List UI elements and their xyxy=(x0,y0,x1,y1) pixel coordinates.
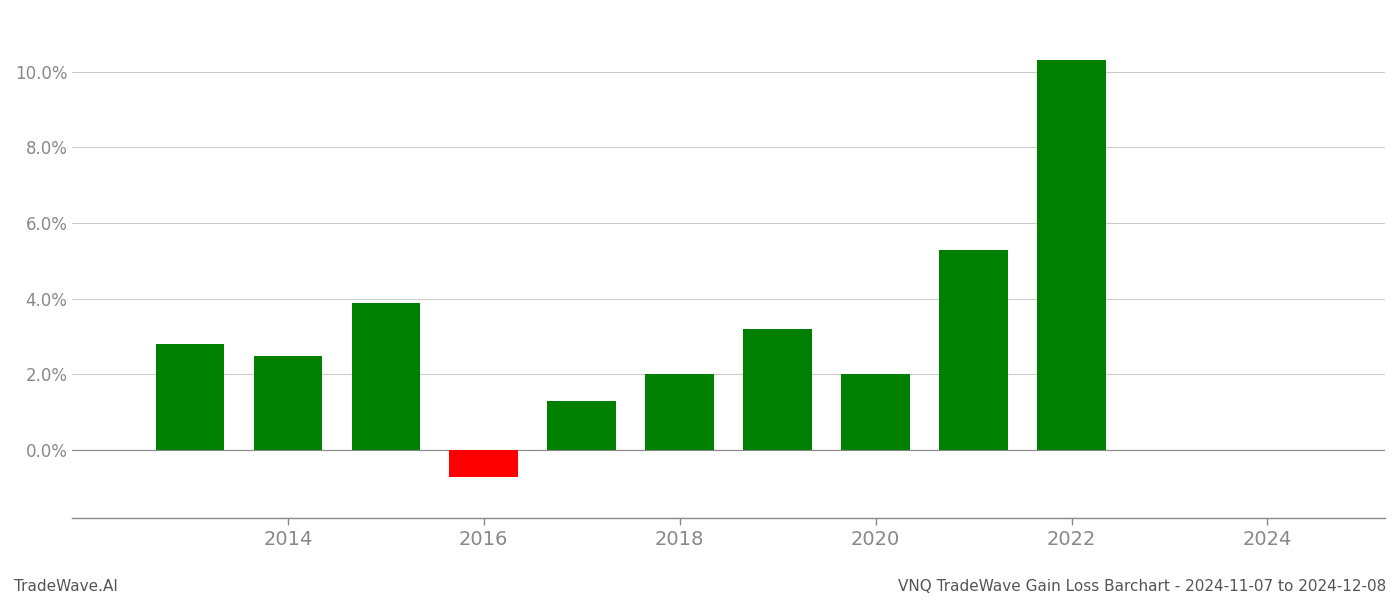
Bar xyxy=(155,344,224,450)
Bar xyxy=(449,450,518,476)
Bar xyxy=(547,401,616,450)
Bar xyxy=(1037,61,1106,450)
Bar xyxy=(841,374,910,450)
Bar xyxy=(351,302,420,450)
Text: TradeWave.AI: TradeWave.AI xyxy=(14,579,118,594)
Bar xyxy=(645,374,714,450)
Bar xyxy=(253,356,322,450)
Bar xyxy=(939,250,1008,450)
Text: VNQ TradeWave Gain Loss Barchart - 2024-11-07 to 2024-12-08: VNQ TradeWave Gain Loss Barchart - 2024-… xyxy=(897,579,1386,594)
Bar xyxy=(743,329,812,450)
